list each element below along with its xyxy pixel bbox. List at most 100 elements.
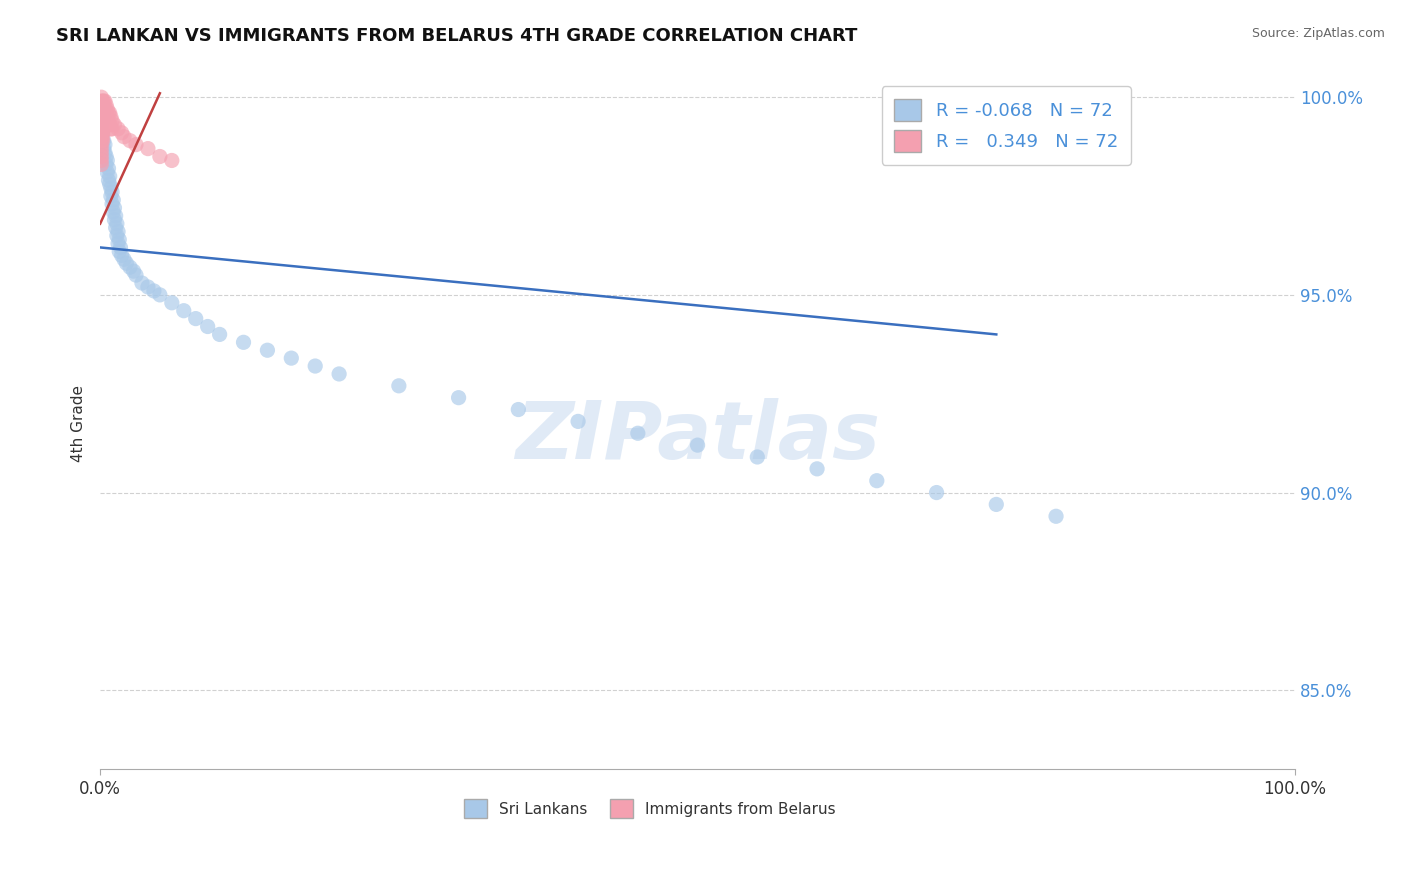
Point	[91, 134, 114, 148]
Point	[986, 497, 1008, 511]
Point	[100, 189, 122, 203]
Text: Source: ZipAtlas.com: Source: ZipAtlas.com	[1251, 27, 1385, 40]
Point	[91, 98, 114, 112]
Point	[91, 94, 114, 108]
Point	[93, 102, 115, 116]
Point	[104, 209, 127, 223]
Point	[232, 335, 254, 350]
Point	[103, 118, 125, 132]
Point	[104, 220, 127, 235]
Point	[90, 137, 112, 152]
Point	[91, 129, 114, 144]
Point	[98, 169, 121, 184]
Point	[388, 379, 411, 393]
Point	[90, 129, 112, 144]
Point	[98, 118, 121, 132]
Point	[160, 153, 183, 168]
Point	[94, 137, 117, 152]
Point	[103, 205, 125, 219]
Point	[142, 284, 165, 298]
Point	[94, 157, 117, 171]
Point	[111, 248, 134, 262]
Point	[508, 402, 530, 417]
Point	[100, 110, 122, 124]
Point	[197, 319, 219, 334]
Point	[149, 149, 172, 163]
Point	[91, 98, 114, 112]
Point	[96, 110, 118, 124]
Point	[90, 157, 112, 171]
Point	[93, 134, 115, 148]
Point	[91, 102, 114, 116]
Point	[108, 244, 131, 259]
Point	[627, 426, 650, 441]
Point	[91, 121, 114, 136]
Point	[91, 106, 114, 120]
Point	[125, 137, 148, 152]
Point	[94, 102, 117, 116]
Point	[110, 240, 132, 254]
Point	[93, 106, 115, 120]
Y-axis label: 4th Grade: 4th Grade	[72, 384, 86, 462]
Point	[115, 256, 138, 270]
Point	[90, 134, 112, 148]
Point	[94, 149, 117, 163]
Point	[101, 114, 124, 128]
Point	[98, 177, 121, 191]
Text: ZIPatlas: ZIPatlas	[515, 398, 880, 476]
Point	[173, 303, 195, 318]
Point	[107, 225, 129, 239]
Point	[90, 98, 112, 112]
Point	[567, 414, 589, 428]
Point	[90, 110, 112, 124]
Point	[118, 260, 141, 275]
Point	[925, 485, 948, 500]
Point	[90, 118, 112, 132]
Point	[90, 121, 112, 136]
Point	[90, 114, 112, 128]
Point	[90, 153, 112, 168]
Point	[1045, 509, 1067, 524]
Point	[256, 343, 278, 358]
Point	[94, 110, 117, 124]
Point	[97, 106, 120, 120]
Point	[93, 102, 115, 116]
Point	[100, 121, 122, 136]
Point	[90, 98, 112, 112]
Point	[90, 145, 112, 160]
Point	[93, 98, 115, 112]
Point	[105, 217, 128, 231]
Point	[280, 351, 302, 366]
Point	[97, 173, 120, 187]
Point	[184, 311, 207, 326]
Point	[136, 142, 159, 156]
Point	[98, 106, 121, 120]
Point	[93, 114, 115, 128]
Point	[112, 252, 135, 267]
Point	[97, 161, 120, 176]
Point	[96, 153, 118, 168]
Legend: Sri Lankans, Immigrants from Belarus: Sri Lankans, Immigrants from Belarus	[457, 793, 842, 824]
Point	[93, 110, 115, 124]
Point	[90, 94, 112, 108]
Point	[91, 126, 114, 140]
Point	[90, 118, 112, 132]
Point	[112, 129, 135, 144]
Point	[101, 185, 124, 199]
Point	[94, 106, 117, 120]
Point	[94, 94, 117, 108]
Point	[747, 450, 769, 464]
Point	[107, 121, 129, 136]
Point	[97, 114, 120, 128]
Point	[107, 236, 129, 251]
Point	[131, 276, 153, 290]
Point	[91, 110, 114, 124]
Point	[90, 102, 112, 116]
Point	[90, 129, 112, 144]
Point	[96, 102, 118, 116]
Text: SRI LANKAN VS IMMIGRANTS FROM BELARUS 4TH GRADE CORRELATION CHART: SRI LANKAN VS IMMIGRANTS FROM BELARUS 4T…	[56, 27, 858, 45]
Point	[90, 106, 112, 120]
Point	[108, 233, 131, 247]
Point	[91, 114, 114, 128]
Point	[304, 359, 326, 373]
